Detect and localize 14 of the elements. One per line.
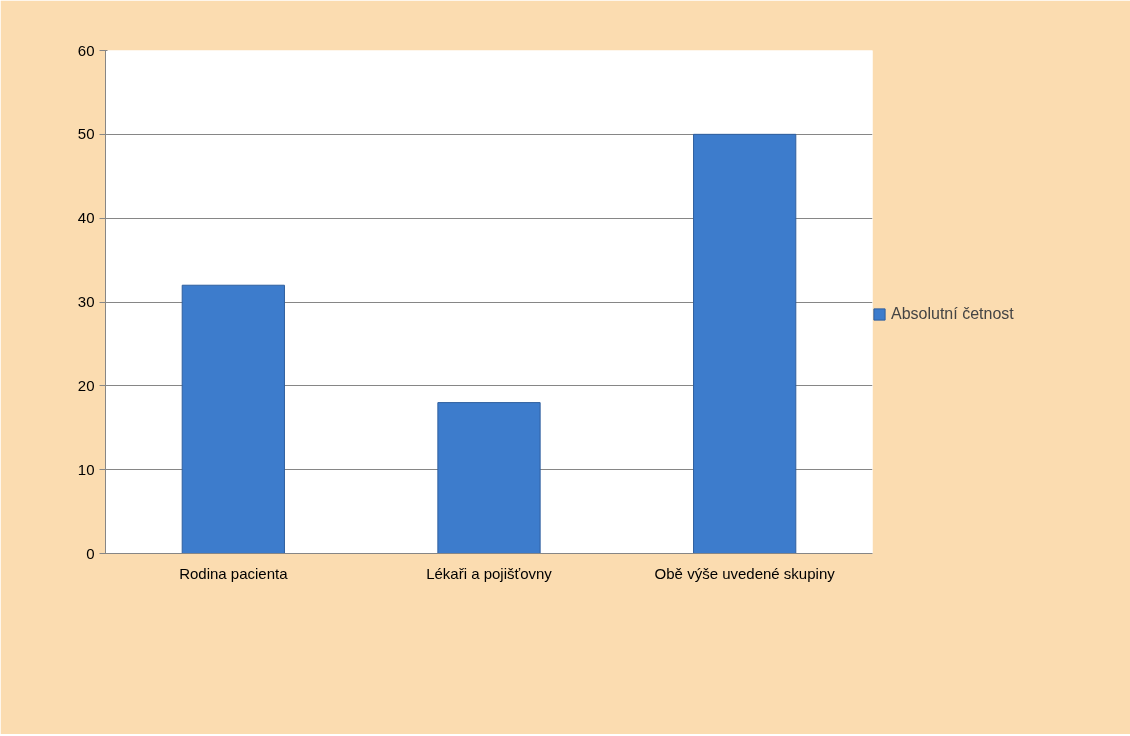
- y-tick-label: 40: [77, 209, 95, 227]
- y-tick-label: 20: [77, 376, 95, 394]
- y-tick-label: 10: [77, 460, 95, 478]
- y-tick-label: 50: [77, 125, 95, 143]
- y-tick-label: 60: [77, 41, 95, 59]
- bar: [437, 402, 541, 554]
- bar: [693, 133, 797, 554]
- x-tick-label: Rodina pacienta: [179, 564, 289, 582]
- y-tick-label: 0: [86, 544, 95, 562]
- legend-label: Absolutní četnost: [891, 305, 1015, 323]
- bar: [181, 284, 285, 554]
- x-tick-label: Lékaři a pojišťovny: [426, 564, 553, 582]
- x-tick-label: Obě výše uvedené skupiny: [654, 564, 836, 582]
- y-tick-label: 30: [77, 293, 95, 310]
